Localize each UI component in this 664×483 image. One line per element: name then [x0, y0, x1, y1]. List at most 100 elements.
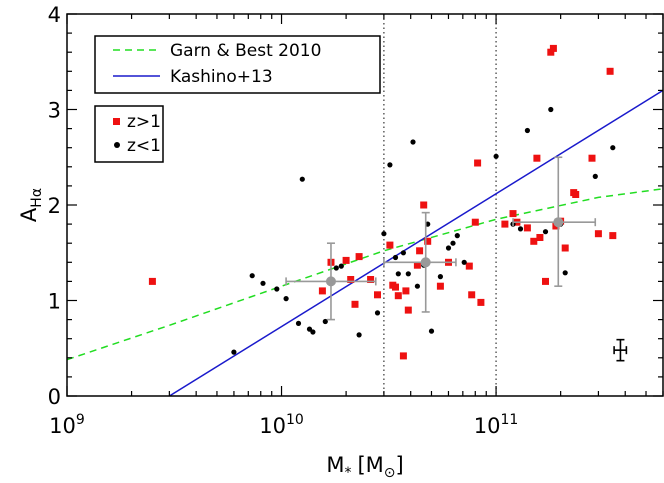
point-z-lt-1-38 [592, 173, 598, 179]
point-z-gt-1-36 [549, 44, 557, 52]
legend-markers: z>1 z<1 [94, 105, 164, 163]
point-z-gt-1-15 [404, 306, 412, 314]
point-z-lt-1-3 [274, 286, 280, 292]
point-z-gt-1-6 [355, 253, 363, 261]
point-z-gt-1-33 [536, 234, 544, 241]
point-z-gt-1-5 [351, 300, 359, 308]
point-z-gt-1-41 [572, 191, 580, 198]
point-z-lt-1-34 [542, 229, 549, 235]
point-z-gt-1-7 [367, 276, 375, 283]
point-z-lt-1-27 [450, 240, 456, 246]
point-z-lt-1-11 [338, 263, 344, 269]
legend-z-gt-1-marker [113, 118, 120, 125]
point-z-lt-1-12 [356, 332, 362, 338]
point-z-lt-1-37 [562, 270, 568, 276]
point-z-gt-1-34 [542, 277, 549, 285]
legend-lines: Garn & Best 2010 Kashino+13 [94, 35, 381, 94]
point-z-gt-1-11 [392, 283, 399, 291]
point-z-gt-1-3 [342, 256, 350, 264]
binned-mean-0-dot [325, 276, 336, 287]
point-z-gt-1-42 [588, 154, 596, 162]
point-z-gt-1-8 [374, 291, 381, 299]
binned-mean-0 [285, 242, 377, 321]
garn-best-line [67, 188, 663, 361]
point-z-gt-1-28 [509, 210, 517, 218]
point-z-gt-1-14 [402, 287, 410, 295]
point-z-lt-1-6 [299, 176, 305, 182]
point-z-lt-1-13 [374, 310, 381, 316]
point-z-lt-1-26 [445, 245, 452, 251]
point-z-gt-1-17 [416, 247, 424, 255]
x-tick-label-1: 1010 [259, 412, 304, 438]
legend-kashino-label: Kashino+13 [170, 67, 273, 87]
point-z-gt-1-16 [413, 261, 421, 269]
point-z-lt-1-30 [493, 153, 499, 159]
y-tick-label-1: 1 [48, 290, 61, 314]
binned-means [285, 156, 628, 362]
point-z-gt-1-43 [594, 230, 602, 238]
point-z-lt-1-35 [548, 106, 554, 113]
binned-mean-2-dot [553, 217, 564, 228]
point-z-gt-1-1 [318, 287, 326, 295]
point-z-gt-1-23 [468, 291, 476, 299]
point-z-lt-1-19 [405, 271, 411, 277]
x-axis-title: M* [M⊙] [326, 453, 403, 481]
typical-error-bar [613, 338, 628, 362]
point-z-lt-1-7 [306, 326, 313, 332]
point-z-gt-1-22 [465, 262, 473, 270]
point-z-gt-1-39 [561, 244, 569, 252]
point-z-lt-1-5 [295, 320, 302, 326]
point-z-gt-1-12 [394, 292, 402, 300]
point-z-lt-1-1 [249, 273, 255, 279]
point-z-lt-1-20 [410, 139, 416, 145]
point-z-lt-1-21 [414, 283, 420, 289]
point-z-gt-1-44 [606, 67, 614, 75]
relation-lines [67, 89, 663, 396]
legend-z-lt-1-marker [114, 142, 120, 148]
point-z-lt-1-16 [392, 254, 399, 261]
point-z-gt-1-31 [530, 237, 538, 245]
legend-z-lt-1-label: z<1 [127, 136, 161, 156]
point-z-gt-1-24 [471, 218, 479, 226]
point-z-lt-1-14 [381, 231, 387, 237]
point-z-gt-1-35 [547, 48, 555, 56]
y-tick-label-2: 2 [48, 194, 61, 218]
axis-ticks: 0 1 2 3 4 109 1010 1011 [48, 3, 664, 438]
point-z-gt-1-0 [148, 277, 156, 285]
point-z-lt-1-28 [454, 233, 460, 239]
point-z-lt-1-33 [524, 127, 531, 134]
point-z-gt-1-32 [533, 154, 541, 162]
y-tick-label-3: 3 [48, 99, 61, 123]
legend-z-gt-1-label: z>1 [127, 112, 161, 132]
point-z-gt-1-13 [399, 352, 407, 360]
point-z-lt-1-18 [400, 250, 406, 256]
point-z-gt-1-25 [474, 159, 482, 167]
point-z-gt-1-9 [386, 241, 394, 249]
point-z-gt-1-19 [424, 237, 432, 245]
legend-markers-box [94, 105, 164, 163]
kashino-line [169, 89, 663, 396]
point-z-lt-1-2 [260, 280, 266, 286]
point-z-lt-1-9 [322, 318, 328, 325]
x-tick-label-2: 1011 [474, 412, 519, 438]
point-z-lt-1-25 [437, 274, 443, 280]
point-z-gt-1-4 [347, 276, 355, 283]
point-z-lt-1-29 [461, 259, 467, 265]
point-z-lt-1-4 [283, 296, 289, 302]
point-z-lt-1-15 [387, 162, 393, 168]
point-z-lt-1-17 [395, 271, 401, 277]
point-z-gt-1-45 [609, 232, 617, 240]
vertical-reference-lines [383, 14, 497, 396]
y-tick-label-4: 4 [48, 3, 61, 27]
point-z-gt-1-20 [436, 282, 444, 290]
data-points [148, 44, 617, 360]
point-z-lt-1-39 [610, 145, 616, 151]
y-tick-label-0: 0 [48, 385, 61, 409]
y-axis-title: AHα [17, 188, 45, 222]
legend-garn-best-label: Garn & Best 2010 [170, 41, 321, 61]
point-z-gt-1-30 [523, 224, 531, 232]
x-tick-label-0: 109 [49, 412, 85, 438]
point-z-lt-1-10 [333, 265, 339, 271]
point-z-gt-1-18 [420, 201, 428, 209]
